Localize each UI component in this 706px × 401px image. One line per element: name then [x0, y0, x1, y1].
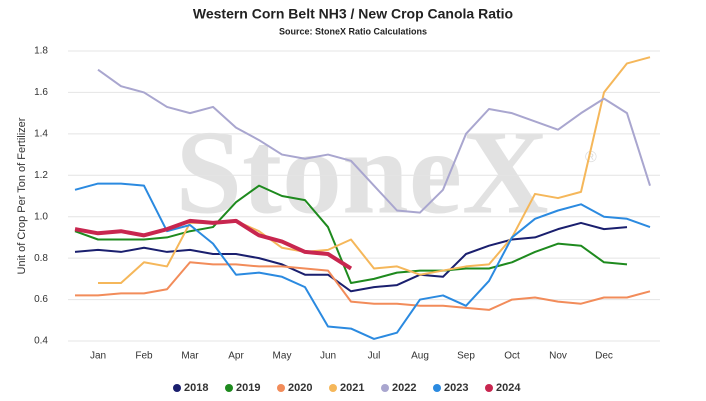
x-tick-label: Jul	[368, 351, 381, 362]
x-tick-label: Aug	[411, 351, 429, 362]
legend-label: 2018	[184, 382, 208, 394]
x-tick-label: Feb	[135, 351, 153, 362]
x-tick-label: Mar	[181, 351, 199, 362]
x-tick-label: Oct	[504, 351, 520, 362]
y-tick-label: 0.8	[34, 253, 48, 264]
legend-swatch	[485, 384, 493, 392]
legend-label: 2024	[496, 382, 521, 394]
x-tick-label: May	[273, 351, 292, 362]
legend-swatch	[173, 384, 181, 392]
series-line	[97, 68, 651, 214]
legend-label: 2021	[340, 382, 364, 394]
chart-subtitle: Source: StoneX Ratio Calculations	[279, 26, 427, 36]
y-tick-label: 1.0	[34, 211, 48, 222]
y-tick-label: 1.4	[34, 128, 48, 139]
x-tick-label: Nov	[549, 351, 567, 362]
y-tick-label: 1.6	[34, 87, 48, 98]
y-tick-label: 1.8	[34, 46, 48, 57]
y-tick-label: 1.2	[34, 170, 48, 181]
series-line	[75, 261, 651, 311]
chart-title: Western Corn Belt NH3 / New Crop Canola …	[193, 6, 513, 22]
y-axis-label: Unit of Crop Per Ton of Fertilizer	[16, 117, 28, 274]
y-tick-label: 0.4	[34, 336, 48, 347]
legend-swatch	[277, 384, 285, 392]
x-tick-label: Sep	[457, 351, 475, 362]
series-line	[74, 218, 353, 271]
legend-swatch	[329, 384, 337, 392]
legend-swatch	[381, 384, 389, 392]
x-tick-label: Jun	[320, 351, 336, 362]
legend-label: 2019	[236, 382, 260, 394]
legend-swatch	[433, 384, 441, 392]
series-line	[74, 182, 651, 340]
x-tick-label: Apr	[228, 351, 244, 362]
y-tick-label: 0.6	[34, 294, 48, 305]
legend-swatch	[225, 384, 233, 392]
x-tick-label: Jan	[90, 351, 106, 362]
legend-label: 2020	[288, 382, 312, 394]
series-line	[74, 184, 628, 284]
series-line	[74, 221, 628, 293]
legend-label: 2023	[444, 382, 468, 394]
x-tick-label: Dec	[595, 351, 613, 362]
legend-label: 2022	[392, 382, 416, 394]
